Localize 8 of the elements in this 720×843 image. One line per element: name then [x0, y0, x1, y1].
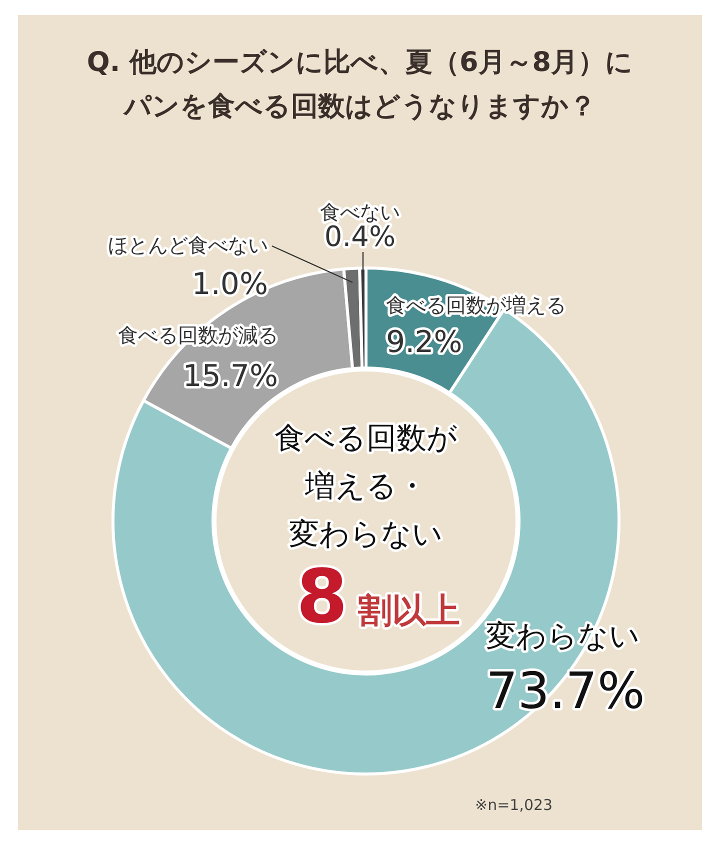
- text: 変わらない: [289, 517, 443, 552]
- text: 食べる回数が: [274, 421, 458, 456]
- slice-label: 食べない: [320, 200, 400, 224]
- chart-title: Q. 他のシーズンに比べ、夏（6月～8月）にパンを食べる回数はどうなりますか？: [86, 47, 634, 122]
- data-label: 1.0%: [192, 267, 268, 302]
- text: 増える・: [304, 469, 427, 504]
- slice-label: ほとんど食べない: [108, 233, 268, 257]
- text: ※n=1,023: [475, 796, 553, 814]
